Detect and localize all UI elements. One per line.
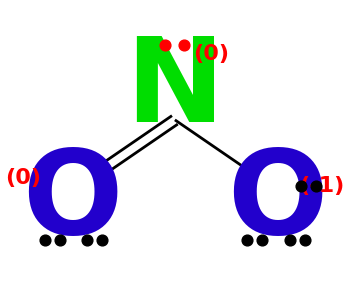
Point — [42, 238, 47, 243]
Point — [313, 184, 319, 188]
Text: (0): (0) — [193, 44, 229, 64]
Point — [298, 184, 304, 188]
Text: O: O — [227, 143, 327, 258]
Text: (0): (0) — [5, 168, 41, 187]
Text: N: N — [125, 33, 224, 148]
Point — [302, 238, 308, 243]
Point — [287, 238, 293, 243]
Text: (-1): (-1) — [299, 176, 345, 196]
Point — [57, 238, 62, 243]
Point — [85, 238, 90, 243]
Point — [181, 43, 187, 47]
Point — [99, 238, 105, 243]
Point — [163, 43, 168, 47]
Text: O: O — [22, 143, 122, 258]
Point — [260, 238, 265, 243]
Point — [245, 238, 250, 243]
